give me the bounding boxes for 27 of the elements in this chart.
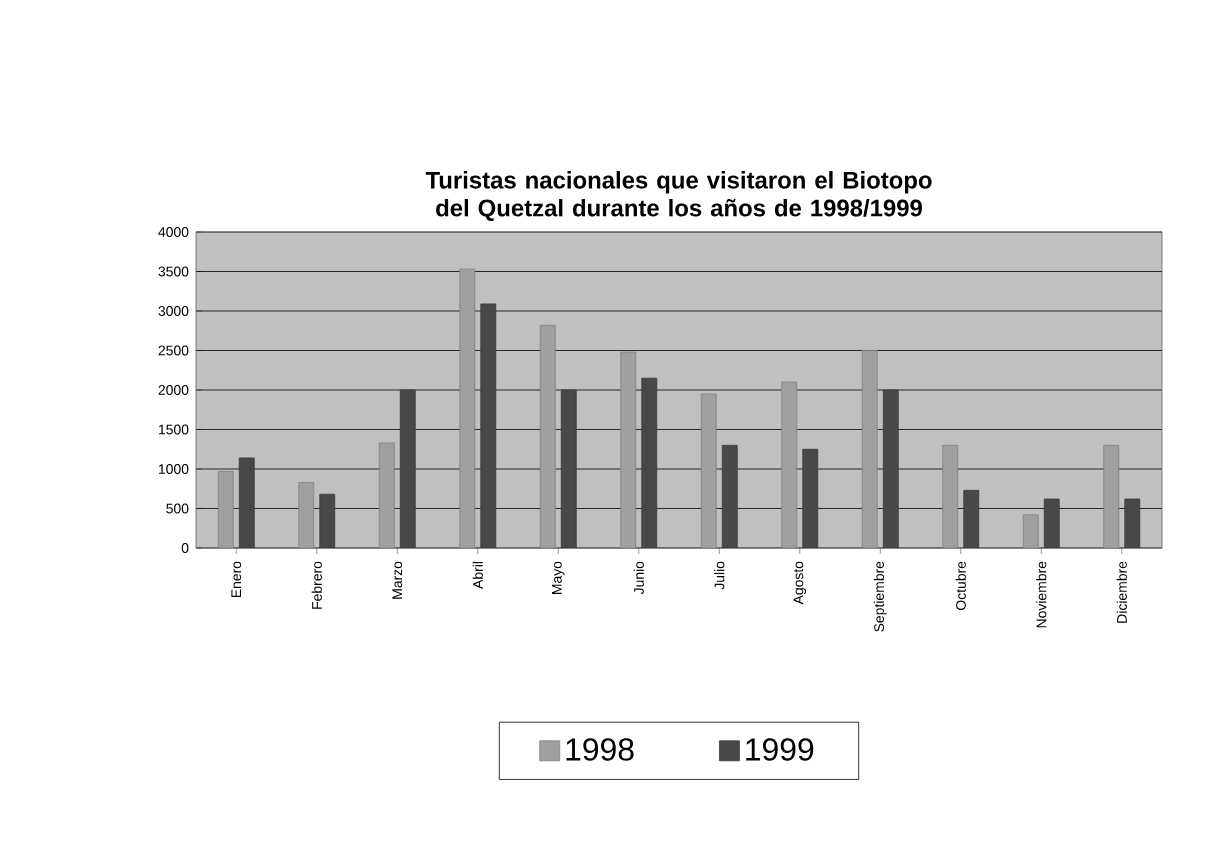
bar bbox=[217, 470, 234, 548]
bar bbox=[861, 350, 878, 548]
bar bbox=[942, 444, 959, 548]
bar bbox=[700, 393, 717, 548]
bar bbox=[378, 442, 395, 548]
bar bbox=[1022, 514, 1039, 548]
legend-label: 1998 bbox=[566, 738, 634, 761]
chart-title: Turistas nacionales que visitaron el Biotopo del Quetzal durante los años de 1998/1999 bbox=[425, 171, 932, 222]
bar bbox=[1043, 498, 1060, 548]
bar bbox=[539, 324, 556, 548]
bar bbox=[641, 377, 658, 548]
bar bbox=[721, 444, 738, 548]
bar bbox=[238, 457, 255, 548]
bar bbox=[560, 389, 577, 548]
bar bbox=[298, 482, 315, 548]
bar bbox=[882, 389, 899, 548]
bar bbox=[963, 489, 980, 548]
bar bbox=[319, 493, 336, 548]
bar bbox=[1103, 444, 1120, 548]
bar bbox=[399, 389, 416, 548]
bar bbox=[459, 268, 476, 548]
legend-label: 1999 bbox=[746, 738, 814, 761]
bar bbox=[781, 381, 798, 548]
bar bbox=[620, 351, 637, 548]
bar bbox=[480, 303, 497, 548]
bar bbox=[802, 448, 819, 548]
bar bbox=[1124, 498, 1141, 548]
